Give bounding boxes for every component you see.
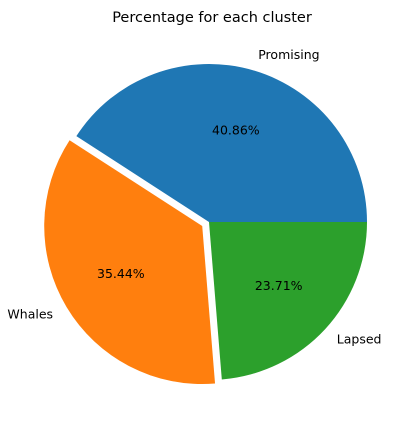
labels-layer: Promising 40.86% Whales 35.44% Lapsed 23.71% [7, 47, 381, 346]
pct-label-promising: 40.86% [212, 123, 260, 138]
pie-slice-promising [76, 64, 367, 223]
pct-label-whales: 35.44% [97, 266, 145, 281]
pct-label-lapsed: 23.71% [255, 278, 303, 293]
slice-label-lapsed: Lapsed [337, 331, 382, 346]
slices-layer [44, 64, 367, 385]
slice-label-whales: Whales [7, 307, 53, 322]
chart-title: Percentage for each cluster [112, 10, 312, 26]
pie-slice-lapsed [209, 222, 367, 380]
slice-label-promising: Promising [258, 47, 319, 62]
pie-slice-whales [44, 140, 216, 385]
